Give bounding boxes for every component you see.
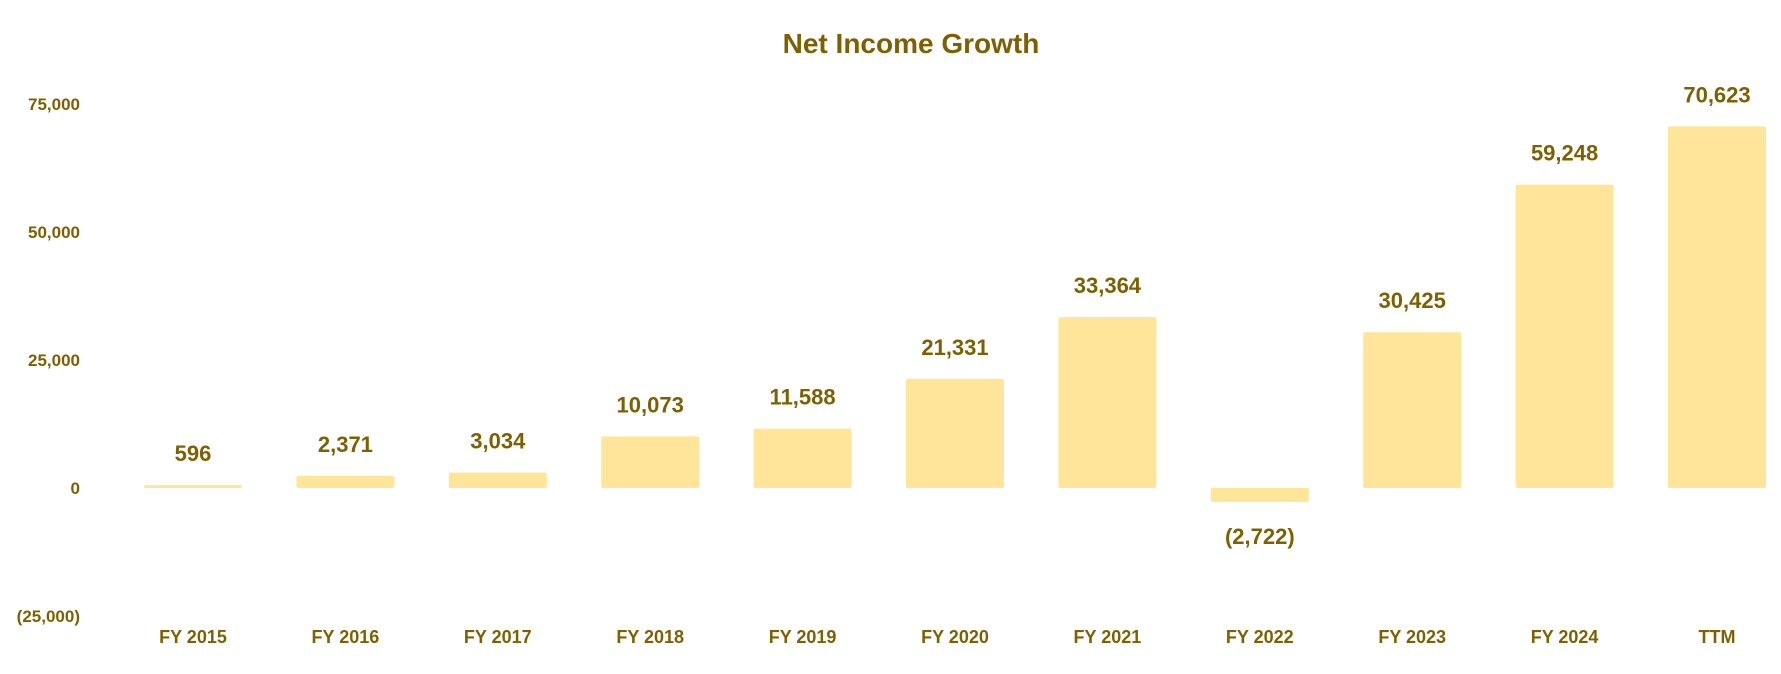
bar: [448, 472, 547, 488]
data-label: 33,364: [1074, 273, 1142, 298]
x-tick-label: FY 2020: [921, 627, 989, 647]
bar: [144, 484, 242, 488]
y-axis: 75,000 50,000 25,000 0 (25,000): [17, 95, 80, 626]
x-tick-label: FY 2021: [1074, 627, 1142, 647]
y-tick-label: (25,000): [17, 607, 80, 626]
x-tick-label: FY 2017: [464, 627, 532, 647]
data-label: 11,588: [770, 385, 836, 410]
bar: [296, 475, 395, 488]
x-axis: FY 2015 FY 2016 FY 2017 FY 2018 FY 2019 FY 20…: [159, 627, 1735, 647]
data-label: 21,331: [921, 335, 988, 360]
x-tick-label: FY 2018: [616, 627, 684, 647]
data-label: 3,034: [470, 428, 526, 453]
bar: [1363, 332, 1462, 488]
x-tick-label: FY 2023: [1378, 627, 1446, 647]
data-label: 70,623: [1683, 82, 1750, 107]
bar: [753, 428, 852, 488]
bar: [601, 436, 700, 488]
chart-title: Net Income Growth: [783, 28, 1040, 59]
x-tick-label: FY 2024: [1531, 627, 1599, 647]
data-label: 10,073: [617, 392, 684, 417]
x-tick-label: FY 2022: [1226, 627, 1294, 647]
bar: [1515, 184, 1614, 488]
data-label: 59,248: [1531, 141, 1598, 166]
bar: [1058, 317, 1157, 488]
data-label: 2,371: [318, 432, 373, 457]
bar: [906, 378, 1004, 488]
y-tick-label: 75,000: [28, 95, 80, 114]
data-label: 596: [175, 441, 212, 466]
bar: [1210, 488, 1309, 502]
y-tick-label: 0: [71, 479, 80, 498]
x-tick-label: FY 2015: [159, 627, 227, 647]
data-label: (2,722): [1225, 524, 1295, 549]
bars: [144, 126, 1766, 502]
x-tick-label: FY 2016: [312, 627, 380, 647]
data-label: 30,425: [1379, 288, 1446, 313]
x-tick-label: FY 2019: [769, 627, 837, 647]
x-tick-label: TTM: [1699, 627, 1736, 647]
bar: [1668, 126, 1766, 488]
y-tick-label: 25,000: [28, 351, 80, 370]
y-tick-label: 50,000: [28, 223, 80, 242]
data-labels: 596 2,371 3,034 10,073 11,588 21,331 33,364 (2,…: [175, 82, 1751, 549]
